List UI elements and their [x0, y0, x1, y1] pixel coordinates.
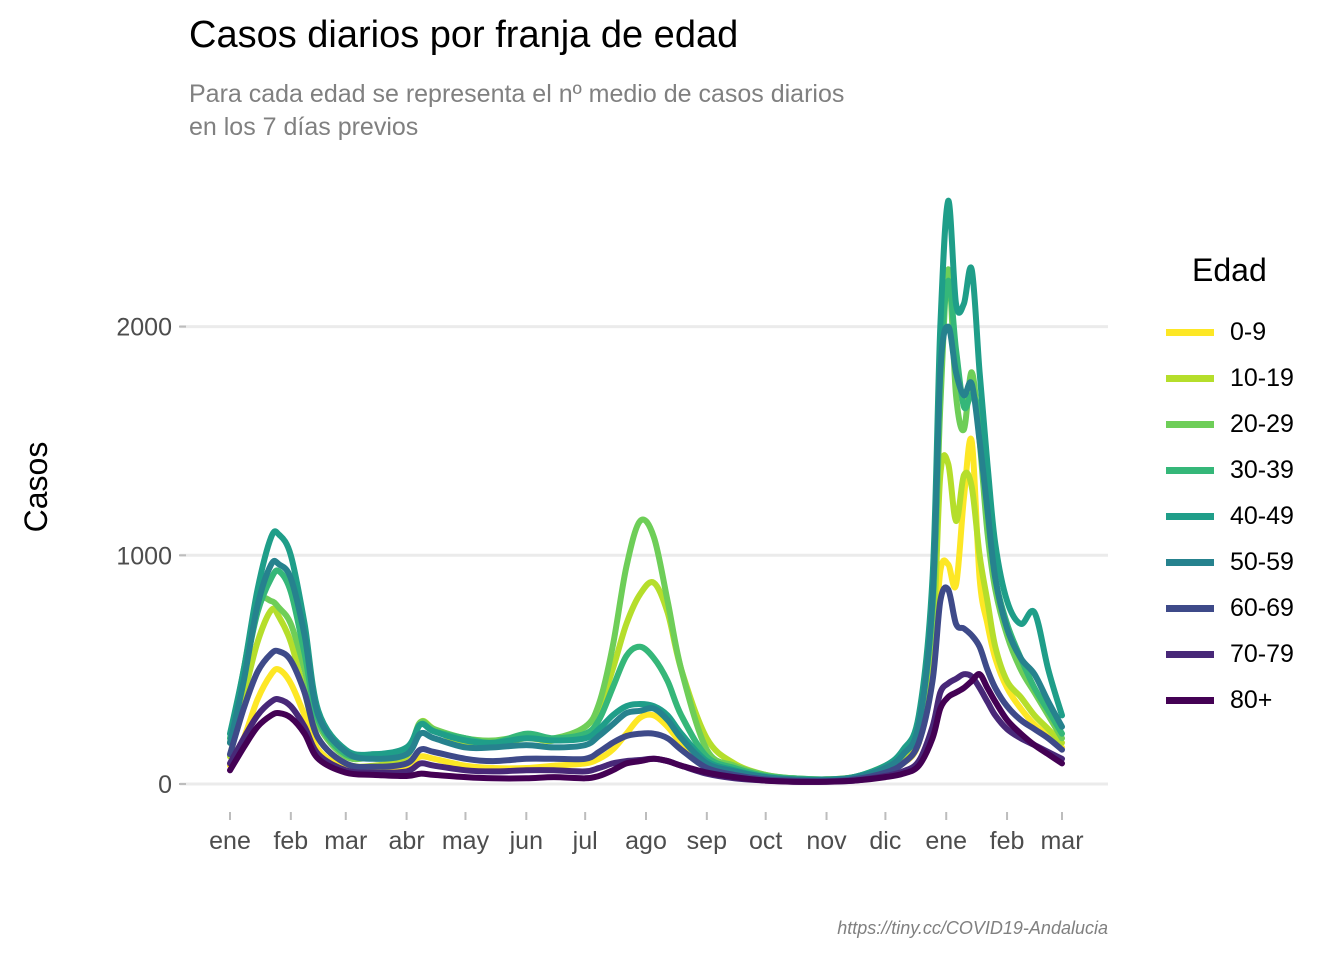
legend-key-swatch [1166, 650, 1214, 658]
legend-key-swatch [1166, 466, 1214, 474]
x-tick-label: jul [572, 827, 598, 855]
y-tick-label: 2000 [116, 314, 172, 342]
x-tick-label: feb [273, 827, 308, 855]
x-tick-label: mar [324, 827, 367, 855]
source-caption: https://tiny.cc/COVID19-Andalucia [837, 918, 1108, 938]
x-tick-label: may [442, 827, 490, 855]
legend-key-swatch [1166, 328, 1214, 336]
x-tick-label: abr [389, 827, 425, 855]
legend-item-70-79: 70-79 [1166, 631, 1294, 677]
legend-key-swatch [1166, 374, 1214, 382]
legend-item-60-69: 60-69 [1166, 585, 1294, 631]
x-tick-label: ene [925, 827, 967, 855]
legend-items: 0-9 10-19 20-29 30-39 40-49 50-59 60-69 70-79 80… [1166, 309, 1294, 723]
subtitle-line-1: Para cada edad se representa el nº medio… [189, 80, 845, 108]
legend-key-swatch [1166, 696, 1214, 704]
legend-label: 30-39 [1230, 455, 1294, 484]
legend-item-40-49: 40-49 [1166, 493, 1294, 539]
x-tick-label: mar [1040, 827, 1083, 855]
y-axis: 0 1000 2000 [116, 314, 186, 799]
x-tick-label: sep [687, 827, 727, 855]
legend-label: 80+ [1230, 685, 1273, 714]
series-line-80plus [227, 671, 1065, 785]
series-lines [227, 197, 1065, 785]
legend-label: 0-9 [1230, 317, 1267, 346]
y-axis-title: Casos [18, 442, 54, 533]
legend-item-10-19: 10-19 [1166, 355, 1294, 401]
legend-item-20-29: 20-29 [1166, 401, 1294, 447]
legend-title: Edad [1192, 252, 1267, 288]
legend-label: 10-19 [1230, 363, 1294, 392]
subtitle-line-2: en los 7 días previos [189, 113, 419, 141]
legend: Edad 0-9 10-19 20-29 30-39 40-49 50-59 60-69 70… [1166, 252, 1294, 723]
series-line-60-69 [227, 584, 1065, 785]
x-axis: ene feb mar abr may jun jul ago sep oct nov dic ene f… [209, 812, 1084, 855]
x-tick-label: dic [869, 827, 901, 855]
x-tick-label: feb [990, 827, 1025, 855]
x-tick-label: oct [749, 827, 782, 855]
chart-title: Casos diarios por franja de edad [189, 14, 739, 56]
x-tick-label: jun [509, 827, 543, 855]
chart-subtitle: Para cada edad se representa el nº medio… [189, 78, 844, 144]
legend-label: 20-29 [1230, 409, 1294, 438]
series-line-50-59 [227, 323, 1065, 784]
legend-key-swatch [1166, 512, 1214, 520]
legend-item-50-59: 50-59 [1166, 539, 1294, 585]
legend-label: 50-59 [1230, 547, 1294, 576]
legend-label: 40-49 [1230, 501, 1294, 530]
x-tick-label: ene [209, 827, 251, 855]
legend-item-30-39: 30-39 [1166, 447, 1294, 493]
x-tick-label: nov [806, 827, 847, 855]
y-tick-label: 1000 [116, 542, 172, 570]
legend-item-80plus: 80+ [1166, 677, 1294, 723]
legend-key-swatch [1166, 420, 1214, 428]
legend-key-swatch [1166, 558, 1214, 566]
y-tick-label: 0 [158, 771, 172, 799]
x-tick-label: ago [625, 827, 667, 855]
legend-label: 60-69 [1230, 593, 1294, 622]
legend-label: 70-79 [1230, 639, 1294, 668]
legend-item-0-9: 0-9 [1166, 309, 1294, 355]
legend-key-swatch [1166, 604, 1214, 612]
